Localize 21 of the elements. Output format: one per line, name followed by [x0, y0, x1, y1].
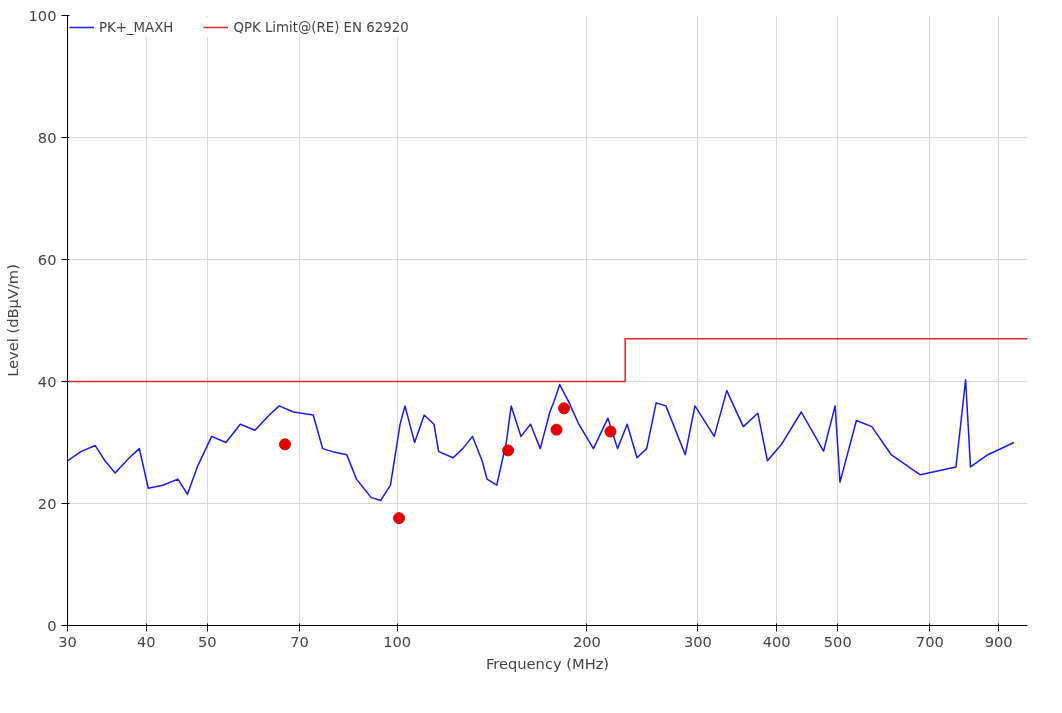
y-tick-label: 80 [37, 128, 57, 146]
y-tick-label: 100 [28, 6, 57, 24]
y-tick-label: 60 [37, 250, 57, 268]
x-axis-title: Frequency (MHz) [485, 654, 610, 672]
x-tick-label: 100 [383, 632, 412, 650]
y-tick-label: 0 [47, 616, 57, 634]
x-tick-label: 30 [58, 632, 77, 650]
y-axis-title: Level (dBµV/m) [3, 264, 21, 377]
x-tick-label: 900 [984, 632, 1013, 650]
y-tick-label: 20 [37, 494, 57, 512]
legend-label: PK+_MAXH [99, 19, 174, 35]
x-tick-label: 400 [762, 632, 791, 650]
y-tick-label: 40 [37, 372, 57, 390]
x-tick-label: 50 [198, 632, 217, 650]
x-tick-label: 500 [823, 632, 852, 650]
x-tick-label: 70 [290, 632, 309, 650]
x-tick-label: 200 [572, 632, 601, 650]
legend-label: QPK Limit@(RE) EN 62920 [233, 19, 409, 35]
x-tick-label: 300 [683, 632, 712, 650]
x-tick-label: 40 [136, 632, 156, 650]
x-tick-label: 700 [915, 632, 944, 650]
